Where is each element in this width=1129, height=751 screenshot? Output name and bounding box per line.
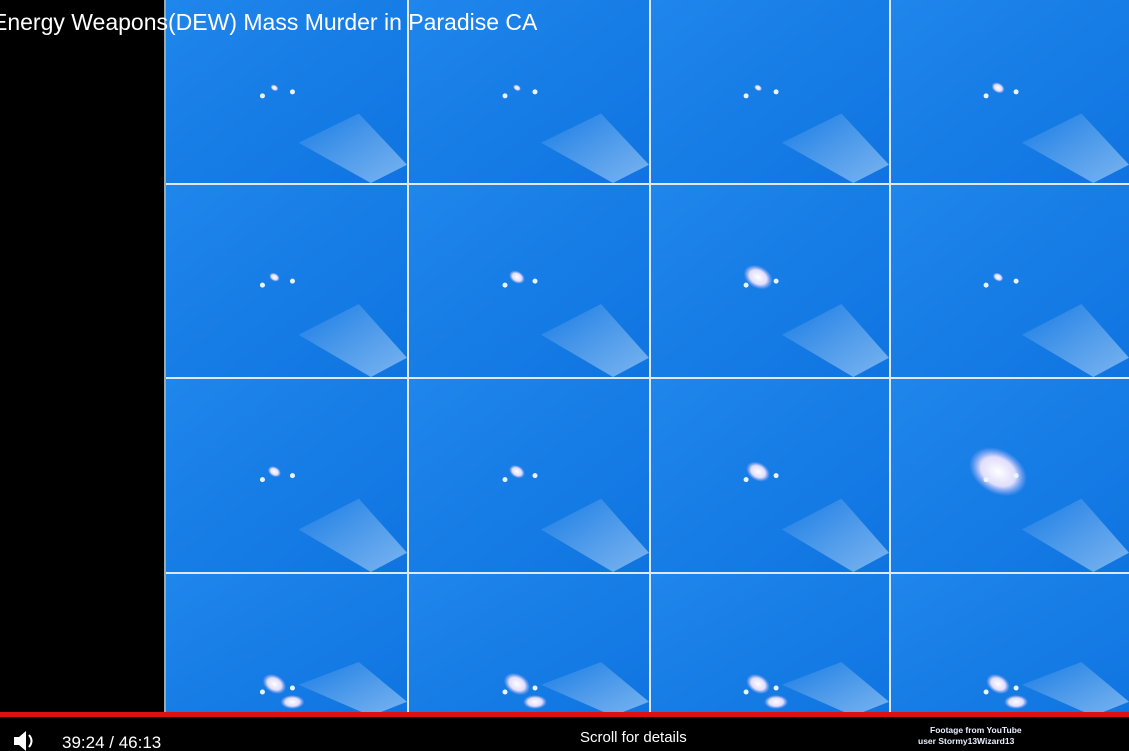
frame-divider (407, 0, 409, 716)
object-fragment (1014, 473, 1019, 478)
frame-divider (166, 572, 1129, 574)
frame-divider (164, 0, 166, 716)
object-fragment (984, 690, 989, 695)
object-fragment (260, 690, 265, 695)
object-fragment (774, 473, 779, 478)
object-fragment (290, 473, 295, 478)
video-player[interactable]: Energy Weapons(DEW) Mass Murder in Parad… (0, 0, 1129, 751)
bright-object (280, 695, 304, 709)
object-fragment (774, 686, 779, 691)
frame-divider (166, 183, 1129, 185)
scroll-hint[interactable]: Scroll for details (580, 729, 687, 746)
object-fragment (774, 279, 779, 284)
page: Energy Weapons(DEW) Mass Murder in Parad… (0, 0, 1129, 751)
time-display: 39:24 / 46:13 (62, 733, 161, 751)
object-fragment (533, 279, 538, 284)
object-fragment (260, 477, 265, 482)
object-fragment (1014, 686, 1019, 691)
object-fragment (744, 690, 749, 695)
frame-divider (649, 0, 651, 716)
object-fragment (744, 93, 749, 98)
object-fragment (984, 283, 989, 288)
object-fragment (260, 93, 265, 98)
object-fragment (503, 690, 508, 695)
object-fragment (533, 89, 538, 94)
object-fragment (260, 283, 265, 288)
object-fragment (290, 686, 295, 691)
object-fragment (744, 477, 749, 482)
object-fragment (984, 477, 989, 482)
credit-line: Footage from YouTube (930, 725, 1022, 735)
frame-divider (889, 0, 891, 716)
object-fragment (1014, 279, 1019, 284)
object-fragment (984, 93, 989, 98)
progress-bar[interactable] (0, 712, 1129, 717)
object-fragment (533, 686, 538, 691)
object-fragment (503, 93, 508, 98)
video-title: Energy Weapons(DEW) Mass Murder in Parad… (0, 9, 538, 35)
object-fragment (744, 283, 749, 288)
object-fragment (503, 283, 508, 288)
frame-grid (164, 0, 1129, 716)
object-fragment (533, 473, 538, 478)
credit-line: user Stormy13Wizard13 (918, 736, 1015, 746)
object-fragment (503, 477, 508, 482)
object-fragment (290, 89, 295, 94)
object-fragment (1014, 89, 1019, 94)
bright-object (764, 695, 788, 709)
bright-object (1004, 695, 1028, 709)
object-fragment (290, 279, 295, 284)
object-fragment (774, 89, 779, 94)
frame-divider (166, 377, 1129, 379)
bright-object (523, 695, 547, 709)
